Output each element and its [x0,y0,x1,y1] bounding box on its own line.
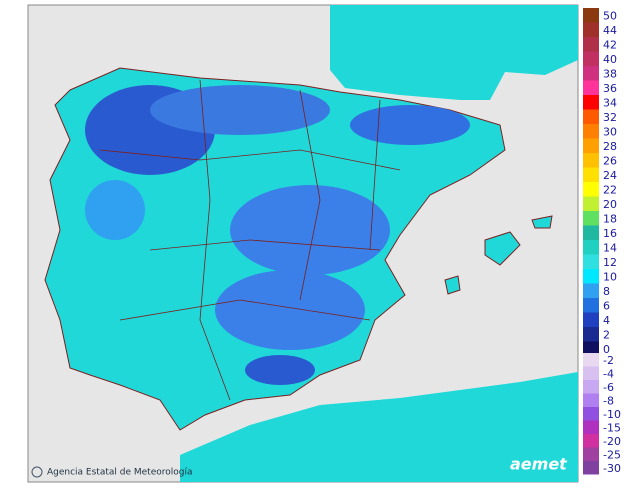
legend-label: 8 [603,285,610,298]
legend-label: 20 [603,198,617,211]
legend-label: 36 [603,82,617,95]
cold-zone [150,85,330,135]
legend-label: -30 [603,462,621,475]
legend-swatch [583,153,599,168]
legend-swatch [583,225,599,240]
credit: Agencia Estatal de Meteorología [47,468,193,478]
legend-swatch [583,37,599,52]
legend-label: 10 [603,270,617,283]
legend-swatch [583,66,599,81]
legend-swatch [583,434,599,448]
cold-zone [230,185,390,275]
logo: aemet [510,455,568,474]
cold-zone [85,180,145,240]
legend-swatch [583,461,599,475]
legend-swatch [583,420,599,434]
island [531,215,553,229]
legend-label: 50 [603,9,617,22]
legend: 5044424038363432302826242220181614121086… [583,8,621,475]
legend-swatch [583,196,599,211]
legend-swatch [583,312,599,327]
legend-label: -6 [603,381,614,394]
legend-swatch [583,80,599,95]
legend-label: -4 [603,367,614,380]
cold-zone [245,355,315,385]
legend-label: 16 [603,227,617,240]
legend-swatch [583,109,599,124]
legend-label: 4 [603,314,610,327]
legend-swatch [583,283,599,298]
legend-swatch [583,298,599,313]
legend-swatch [583,341,599,356]
france [330,5,578,100]
legend-swatch [583,380,599,394]
border [99,79,401,401]
copyright-icon [31,466,43,478]
legend-swatch [583,8,599,23]
legend-label: -8 [603,394,614,407]
legend-swatch [583,366,599,380]
legend-label: 28 [603,140,617,153]
legend-swatch [583,22,599,37]
legend-label: 32 [603,111,617,124]
legend-label: 6 [603,299,610,312]
legend-swatch [583,95,599,110]
legend-label: -15 [603,421,621,434]
legend-label: 14 [603,241,617,254]
legend-swatch [583,327,599,342]
legend-swatch [583,167,599,182]
legend-swatch [583,124,599,139]
island [444,275,461,295]
legend-swatch [583,269,599,284]
legend-swatch [583,182,599,197]
legend-label: 2 [603,328,610,341]
legend-label: 12 [603,256,617,269]
legend-label: 24 [603,169,617,182]
legend-label: 34 [603,96,617,109]
map: Agencia Estatal de Meteorología aemet [27,4,579,483]
legend-label: -10 [603,408,621,421]
legend-swatch [583,240,599,255]
legend-swatch [583,254,599,269]
legend-label: 40 [603,53,617,66]
legend-label: -2 [603,354,614,367]
legend-swatch [583,393,599,407]
legend-label: 26 [603,154,617,167]
legend-label: 42 [603,38,617,51]
legend-label: 0 [603,343,610,356]
legend-swatch [583,447,599,461]
legend-label: 38 [603,67,617,80]
island [484,231,521,266]
legend-label: 22 [603,183,617,196]
legend-label: 30 [603,125,617,138]
legend-label: -20 [603,435,621,448]
legend-swatch [583,211,599,226]
legend-swatch [583,138,599,153]
legend-label: 44 [603,24,617,37]
cold-zone [350,105,470,145]
cold-zone [215,270,365,350]
legend-swatch [583,51,599,66]
legend-label: 18 [603,212,617,225]
legend-swatch [583,353,599,367]
legend-label: -25 [603,448,621,461]
legend-swatch [583,407,599,421]
africa [180,372,578,482]
